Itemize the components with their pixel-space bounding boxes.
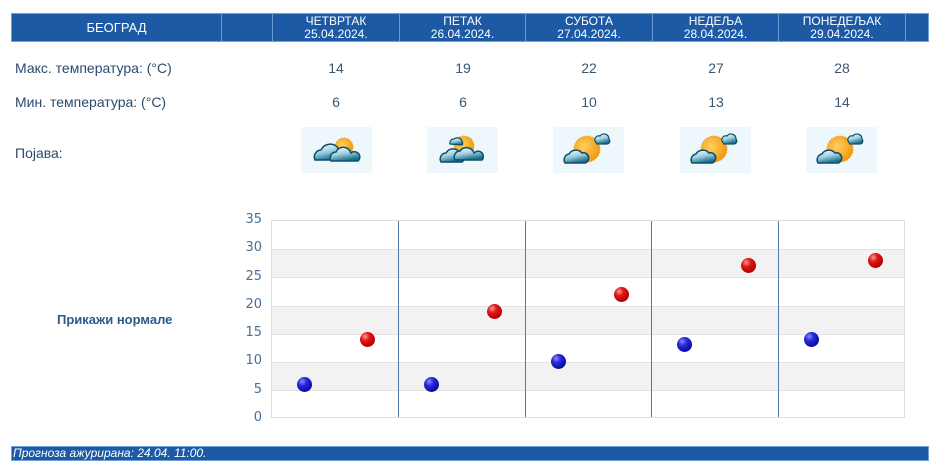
- day-date: 27.04.2024.: [557, 27, 621, 41]
- day-date: 28.04.2024.: [683, 27, 748, 41]
- max-temp-label: Макс. температура: (°C): [15, 60, 172, 76]
- max-temp-point: [740, 258, 756, 274]
- updated-timestamp: Прогноза ажурирана: 24.04. 11:00.: [13, 446, 207, 460]
- y-tick: 5: [253, 382, 262, 397]
- max-temp-point: [487, 303, 503, 319]
- min-temp-point: [550, 354, 566, 370]
- header-day-3: СУБОТА 27.04.2024.: [526, 14, 653, 41]
- min-temp-point: [677, 337, 693, 353]
- sunny-cloudy-icon: [680, 127, 751, 173]
- min-temp-label: Мин. температура: (°C): [15, 94, 167, 110]
- min-temp-point: [296, 377, 312, 393]
- forecast-header: БЕОГРАД ЧЕТВРТАК 25.04.2024. ПЕТАК 26.04…: [11, 13, 929, 42]
- min-temp-point: [804, 331, 820, 347]
- day-name: ЧЕТВРТАК: [305, 14, 367, 28]
- gridline: [272, 390, 904, 391]
- max-temp-value: 22: [581, 60, 597, 76]
- header-day-4: НЕДЕЉА 28.04.2024.: [653, 14, 779, 41]
- gridline: [272, 277, 904, 278]
- mostly-sunny-icon: [427, 127, 498, 173]
- max-temp-point: [360, 331, 376, 347]
- y-tick: 0: [253, 410, 262, 425]
- max-temp-value: 19: [455, 60, 471, 76]
- header-day-2: ПЕТАК 26.04.2024.: [400, 14, 526, 41]
- forecast-footer: Прогноза ажурирана: 24.04. 11:00.: [11, 446, 929, 461]
- y-tick: 15: [245, 325, 262, 340]
- day-date: 25.04.2024.: [304, 27, 368, 41]
- day-date: 29.04.2024.: [810, 27, 874, 41]
- min-temp-value: 10: [581, 94, 597, 110]
- max-temp-point: [613, 286, 629, 302]
- y-tick: 10: [245, 353, 262, 368]
- min-temp-value: 14: [834, 94, 850, 110]
- min-temp-point: [423, 377, 439, 393]
- min-temp-value: 6: [459, 94, 467, 110]
- y-tick: 20: [245, 297, 262, 312]
- day-divider: [398, 221, 399, 417]
- day-divider: [651, 221, 652, 417]
- grid-band: [272, 306, 904, 334]
- day-name: ПЕТАК: [443, 14, 482, 28]
- max-temp-value: 14: [328, 60, 344, 76]
- max-temp-value: 27: [708, 60, 724, 76]
- gridline: [272, 334, 904, 335]
- temperature-chart: [271, 220, 905, 418]
- city-name: БЕОГРАД: [12, 14, 222, 41]
- day-name: НЕДЕЉА: [688, 14, 743, 28]
- max-temp-value: 28: [834, 60, 850, 76]
- gridline: [272, 362, 904, 363]
- day-divider: [525, 221, 526, 417]
- grid-band: [272, 249, 904, 277]
- gridline: [272, 306, 904, 307]
- sunny-cloudy-icon: [553, 127, 624, 173]
- day-name: СУБОТА: [565, 14, 613, 28]
- header-day-1: ЧЕТВРТАК 25.04.2024.: [273, 14, 400, 41]
- day-date: 26.04.2024.: [430, 27, 495, 41]
- gridline: [272, 249, 904, 250]
- day-divider: [778, 221, 779, 417]
- partly-cloudy-icon: [301, 127, 372, 173]
- y-tick: 30: [245, 240, 262, 255]
- phenomenon-label: Појава:: [15, 145, 63, 161]
- min-temp-value: 6: [332, 94, 340, 110]
- show-normals-link[interactable]: Прикажи нормале: [57, 312, 173, 327]
- min-temp-value: 13: [708, 94, 724, 110]
- grid-band: [272, 362, 904, 390]
- y-tick: 25: [245, 269, 262, 284]
- day-name: ПОНЕДЕЉАК: [802, 14, 882, 28]
- header-day-5: ПОНЕДЕЉАК 29.04.2024.: [779, 14, 906, 41]
- sunny-cloudy-icon: [806, 127, 877, 173]
- max-temp-point: [867, 252, 883, 268]
- y-tick: 35: [245, 212, 262, 227]
- header-spacer: [222, 14, 273, 41]
